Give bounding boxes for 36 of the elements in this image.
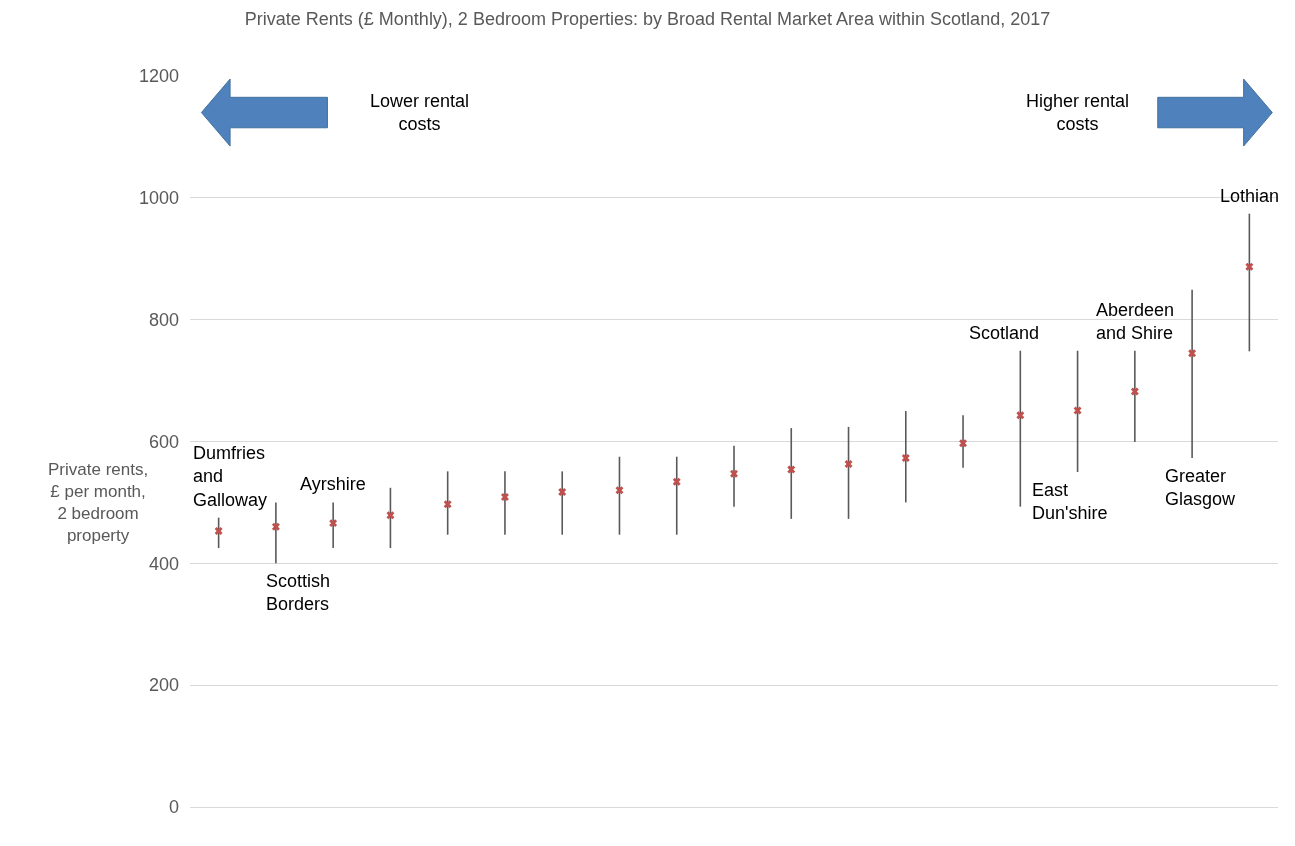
point <box>615 486 624 495</box>
x-tick-label: Greater Glasgow <box>1165 466 1237 510</box>
y-tick-label: 200 <box>148 675 179 696</box>
point <box>787 465 796 474</box>
x-tick-label: Scottish Borders <box>266 571 331 615</box>
y-tick-label: 800 <box>148 309 179 330</box>
point <box>1130 387 1139 396</box>
annotation: Higher rental costs <box>1026 91 1130 135</box>
point <box>959 439 968 448</box>
point <box>214 527 223 536</box>
chart-title: Private Rents (£ Monthly), 2 Bedroom Properties: by Broad Rental Market Area within Scotland, 2017 <box>244 9 1051 30</box>
point <box>329 519 338 528</box>
point <box>386 511 395 520</box>
x-tick-label: Lothian <box>1220 186 1280 206</box>
point <box>500 492 509 501</box>
x-tick-label: Ayrshire <box>300 474 366 494</box>
y-tick-label: 1200 <box>138 66 179 87</box>
y-tick-label: 0 <box>168 797 179 818</box>
point <box>558 488 567 497</box>
point <box>844 460 853 468</box>
y-axis-title: Private rents, £ per month, 2 bedroom property <box>48 460 149 546</box>
point <box>730 469 738 478</box>
point <box>901 453 910 462</box>
x-tick-label: East Dun'shire <box>1032 480 1108 524</box>
point <box>1188 349 1197 358</box>
annotation: Lower rental costs <box>370 91 470 135</box>
point <box>672 477 681 486</box>
x-tick-label: Scotland <box>969 323 1040 343</box>
point <box>1245 262 1254 271</box>
x-tick-label: Aberdeen and Shire <box>1096 300 1175 344</box>
y-tick-label: 1000 <box>138 188 179 209</box>
y-tick-label: 400 <box>148 553 179 574</box>
y-tick-label: 600 <box>148 431 179 452</box>
x-tick-label: Dumfries and Galloway <box>193 443 268 510</box>
point <box>271 522 280 531</box>
point <box>443 500 452 509</box>
